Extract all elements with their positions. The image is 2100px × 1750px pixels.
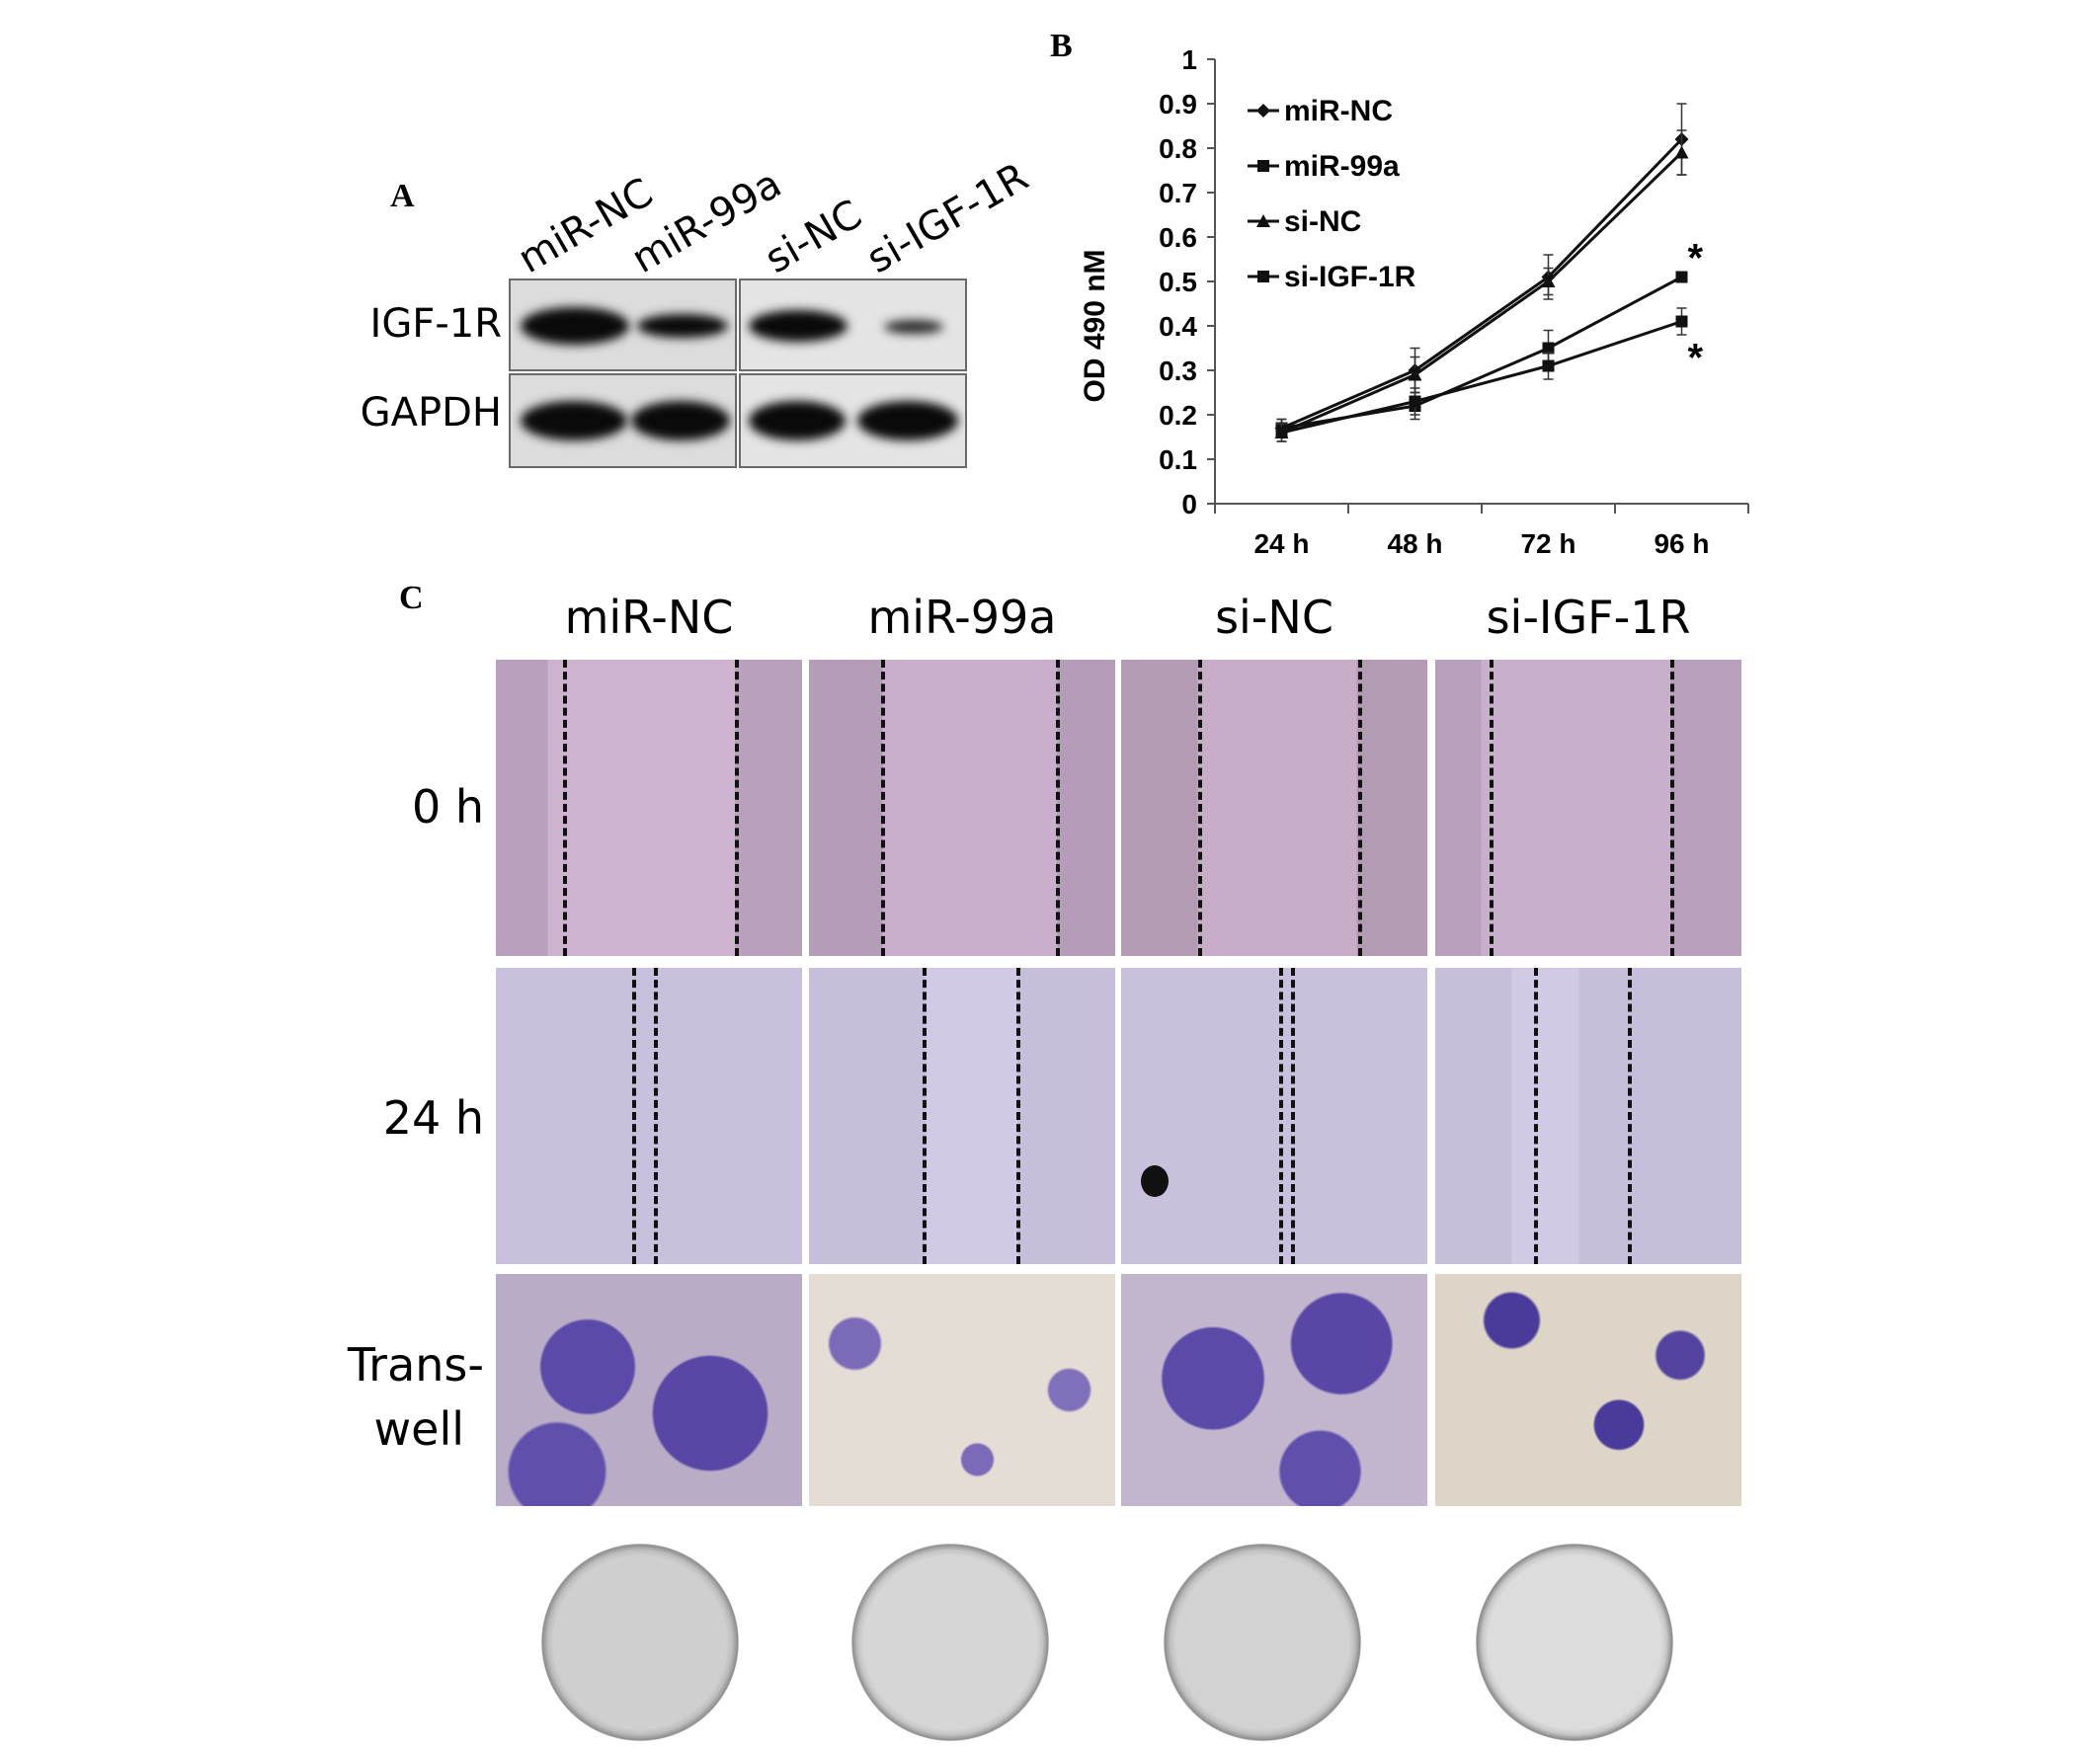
lane-label-si-igf1r: si-IGF-1R: [859, 154, 1036, 282]
column-title-si-nc: si-NC: [1215, 591, 1333, 644]
blot-row-label-gapdh: GAPDH: [360, 390, 502, 436]
y-tick-label: 0.4: [1159, 311, 1197, 342]
colony-dish-mir-nc: [541, 1544, 739, 1741]
y-tick-label: 0.8: [1159, 133, 1197, 164]
legend-label: miR-99a: [1284, 150, 1400, 183]
debris-spot: [1141, 1165, 1169, 1197]
y-tick-label: 0.3: [1159, 356, 1197, 386]
transwell-si-nc: [1121, 1274, 1427, 1506]
blot-igf1r-left: [509, 278, 737, 371]
row-label-transwell-2: well: [373, 1402, 464, 1456]
column-title-mir-nc: miR-NC: [564, 591, 734, 644]
y-tick-label: 0.2: [1159, 400, 1197, 431]
y-axis-label: OD 490 nM: [1079, 249, 1111, 402]
row-label-transwell-1: Trans-: [347, 1338, 484, 1392]
y-tick-label: 0.6: [1159, 222, 1197, 253]
series-line-3: [1280, 151, 1683, 435]
transwell-mir-99a: [809, 1274, 1115, 1506]
micrograph-24h-mir-nc: [496, 968, 802, 1264]
y-tick-label: 0.7: [1159, 178, 1197, 208]
micrograph-0h-si-igf1r: [1435, 660, 1741, 956]
y-tick-label: 0.9: [1159, 89, 1197, 119]
blot-gapdh-right: [739, 373, 967, 468]
data-point: [1542, 359, 1555, 372]
band-igf1r-si-igf1r: [884, 320, 943, 334]
panel-label-b: B: [1050, 28, 1073, 64]
data-point: [1675, 271, 1688, 283]
data-point: [1408, 367, 1422, 381]
legend-label: si-IGF-1R: [1284, 261, 1416, 293]
data-point: [1675, 315, 1688, 328]
colony-dish-si-nc: [1164, 1544, 1361, 1741]
significance-asterisk: *: [1688, 337, 1704, 380]
legend-marker: [1257, 271, 1269, 282]
band-igf1r-mir-nc: [521, 307, 629, 345]
blot-igf1r-right: [739, 278, 967, 371]
data-point: [1542, 342, 1555, 355]
legend-label: miR-NC: [1284, 95, 1393, 127]
legend-marker: [1256, 104, 1270, 118]
data-point: [1275, 427, 1288, 438]
legend-marker: [1256, 214, 1270, 227]
colony-dish-si-igf1r: [1476, 1544, 1673, 1741]
panel-label-c: C: [399, 580, 424, 616]
series-line-1: [1280, 137, 1683, 430]
column-title-si-igf1r: si-IGF-1R: [1486, 591, 1691, 644]
legend-label: si-NC: [1284, 205, 1361, 238]
band-gapdh-mir-99a: [631, 401, 730, 440]
significance-asterisk: *: [1688, 237, 1704, 280]
legend-marker: [1257, 160, 1269, 172]
lane-label-mir-99a: miR-99a: [624, 161, 789, 282]
transwell-mir-nc: [496, 1274, 802, 1506]
micrograph-24h-si-igf1r: [1435, 968, 1741, 1264]
band-gapdh-mir-nc: [521, 401, 627, 440]
panel-label-a: A: [390, 178, 415, 214]
micrograph-0h-mir-nc: [496, 660, 802, 956]
y-tick-label: 0: [1181, 489, 1197, 519]
band-gapdh-si-igf1r: [857, 401, 958, 440]
data-point: [1409, 395, 1421, 408]
row-label-0h: 0 h: [411, 780, 484, 834]
x-tick-label: 48 h: [1387, 528, 1442, 559]
micrograph-24h-si-nc: [1121, 968, 1427, 1264]
series-line-4: [1281, 320, 1682, 435]
x-tick-label: 96 h: [1654, 528, 1709, 559]
transwell-si-igf1r: [1435, 1274, 1741, 1506]
band-igf1r-mir-99a: [637, 314, 728, 338]
micrograph-0h-mir-99a: [809, 660, 1115, 956]
row-label-24h: 24 h: [382, 1091, 484, 1145]
y-tick-label: 1: [1181, 44, 1197, 75]
data-point: [1541, 275, 1556, 287]
micrograph-24h-mir-99a: [809, 968, 1115, 1264]
x-tick-label: 24 h: [1253, 528, 1309, 559]
colony-dish-mir-99a: [851, 1544, 1049, 1741]
band-igf1r-si-nc: [749, 310, 848, 342]
x-tick-label: 72 h: [1520, 528, 1575, 559]
column-title-mir-99a: miR-99a: [867, 591, 1057, 644]
od490-line-chart: OD 490 nM 0 0.1 0.2 0.3 0.4 0.5 0.6 0.7 0.8 0.9 1 2…: [1079, 44, 1749, 559]
y-tick-label: 0.1: [1159, 444, 1197, 475]
y-tick-label: 0.5: [1159, 267, 1197, 297]
data-point: [1674, 145, 1689, 159]
micrograph-0h-si-nc: [1121, 660, 1427, 956]
blot-row-label-igf1r: IGF-1R: [369, 301, 502, 347]
band-gapdh-si-nc: [749, 401, 846, 440]
blot-gapdh-left: [509, 373, 737, 468]
